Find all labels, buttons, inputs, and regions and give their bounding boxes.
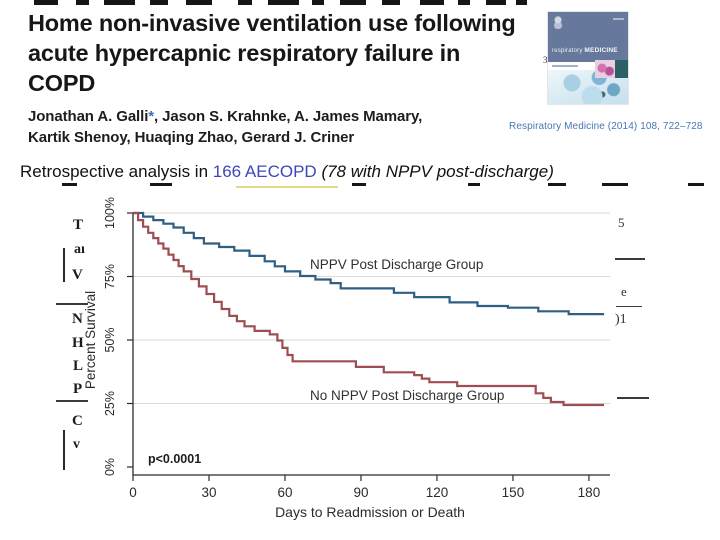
x-tick-label: 180	[578, 485, 601, 500]
x-tick-label: 90	[353, 485, 368, 500]
clipped-text-dash	[602, 183, 628, 186]
table-rule-fragment	[56, 400, 88, 402]
table-rule-fragment	[56, 303, 88, 305]
clipped-text-dash	[150, 0, 168, 5]
table-fragment-letter: V	[72, 267, 83, 283]
clipped-text-dash	[312, 0, 324, 5]
clipped-text-dash	[236, 186, 338, 188]
corresponding-author-asterisk: *	[148, 108, 155, 125]
clipped-text-dash	[382, 0, 400, 5]
author-line-2: Kartik Shenoy, Huaqing Zhao, Gerard J. C…	[28, 129, 355, 146]
author-line-1: Jonathan A. Galli*, Jason S. Krahnke, A.…	[28, 106, 528, 127]
summary-prefix: Retrospective analysis in	[20, 162, 213, 181]
cover-issue-text-fragment	[613, 18, 624, 20]
paper-title-line-1: Home non-invasive ventilation use follow…	[28, 10, 516, 36]
journal-cover-thumbnail: respiratory MEDICINE	[548, 12, 628, 104]
cover-strip-text-fragment	[552, 65, 578, 67]
clipped-text-dash	[62, 183, 77, 186]
journal-citation: Respiratory Medicine (2014) 108, 722–728	[509, 121, 703, 132]
table-border-fragment	[63, 248, 65, 282]
legend-nppv-group: NPPV Post Discharge Group	[310, 257, 483, 272]
clipped-text-dash	[458, 0, 470, 5]
table-fragment-letter: H	[72, 335, 84, 351]
table-border-fragment	[63, 430, 65, 470]
y-tick-label: 50%	[103, 327, 117, 352]
cover-pink-cell-image	[595, 60, 615, 78]
summary-cohort-count: 166 AECOPD	[212, 162, 317, 181]
x-tick-label: 0	[129, 485, 137, 500]
x-tick-label: 150	[502, 485, 525, 500]
x-tick-label: 60	[277, 485, 292, 500]
clipped-text-dash	[468, 183, 480, 186]
clipped-text-dash	[104, 0, 135, 5]
table-rule-fragment	[616, 306, 642, 307]
y-tick-label: 100%	[103, 197, 117, 229]
table-rule-fragment	[617, 397, 649, 399]
y-tick-label: 75%	[103, 264, 117, 289]
table-fragment-letter: v	[73, 437, 80, 452]
cover-title-caps: MEDICINE	[584, 47, 618, 54]
author-names-rest: , Jason S. Krahnke, A. James Mamary,	[154, 108, 423, 125]
table-fragment-letter: T	[73, 217, 84, 233]
cover-teal-square	[615, 60, 628, 78]
clipped-text-dash	[268, 0, 299, 5]
table-fragment-letter: P	[73, 381, 83, 397]
y-tick-label: 0%	[103, 458, 117, 476]
km-curve-no-nppv	[133, 211, 605, 407]
legend-no-nppv-group: No NPPV Post Discharge Group	[310, 388, 504, 403]
analysis-summary: Retrospective analysis in 166 AECOPD (78…	[20, 162, 554, 182]
clipped-text-dash	[238, 0, 252, 5]
paper-title-line-3: COPD	[28, 70, 96, 96]
x-tick-label: 30	[201, 485, 216, 500]
clipped-text-dash	[420, 0, 444, 5]
cover-white-strip	[548, 62, 628, 70]
km-curve-nppv	[133, 211, 605, 316]
clipped-text-dash	[486, 0, 506, 5]
y-tick-label: 25%	[103, 391, 117, 416]
clipped-text-dash	[688, 183, 704, 186]
table-fragment-letter: aı	[74, 242, 85, 257]
summary-subgroup-detail: (78 with NPPV post-discharge)	[316, 162, 554, 181]
table-fragment-letter: N	[72, 311, 83, 327]
cover-title-small: respiratory	[552, 48, 583, 54]
author-list: Jonathan A. Galli*, Jason S. Krahnke, A.…	[28, 106, 528, 148]
table-fragment-letter: C	[72, 413, 83, 429]
table-fragment-text: )1	[615, 312, 627, 327]
clipped-text-dash	[548, 183, 566, 186]
clipped-text-dash	[352, 183, 366, 186]
clipped-text-dash	[340, 0, 366, 5]
clipped-text-dash	[150, 183, 172, 186]
clipped-digit-fragment: 3	[543, 55, 548, 65]
clipped-text-dash	[76, 0, 89, 5]
author-name: Jonathan A. Galli	[28, 108, 149, 125]
clipped-text-dash	[516, 0, 527, 5]
elsevier-logo-mark	[553, 16, 563, 29]
cover-journal-title: respiratory MEDICINE	[552, 47, 618, 54]
y-axis-title: Percent Survival	[83, 291, 98, 389]
paper-title-line-2: acute hypercapnic respiratory failure in	[28, 40, 461, 66]
clipped-text-dash	[34, 0, 58, 5]
p-value-annotation: p<0.0001	[148, 452, 201, 466]
kaplan-meier-survival-chart: 0% 25% 50% 75% 100% 0 30 60 90 120 150 180 NPPV Pos…	[83, 197, 610, 520]
x-tick-label: 120	[426, 485, 449, 500]
table-rule-fragment	[615, 258, 645, 260]
clipped-text-dash	[186, 0, 212, 5]
table-fragment-letter: L	[73, 358, 84, 374]
paper-title: Home non-invasive ventilation use follow…	[28, 8, 548, 98]
table-fragment-text: 5	[618, 215, 625, 230]
x-axis-title: Days to Readmission or Death	[275, 504, 465, 520]
table-fragment-text: e	[621, 284, 627, 299]
